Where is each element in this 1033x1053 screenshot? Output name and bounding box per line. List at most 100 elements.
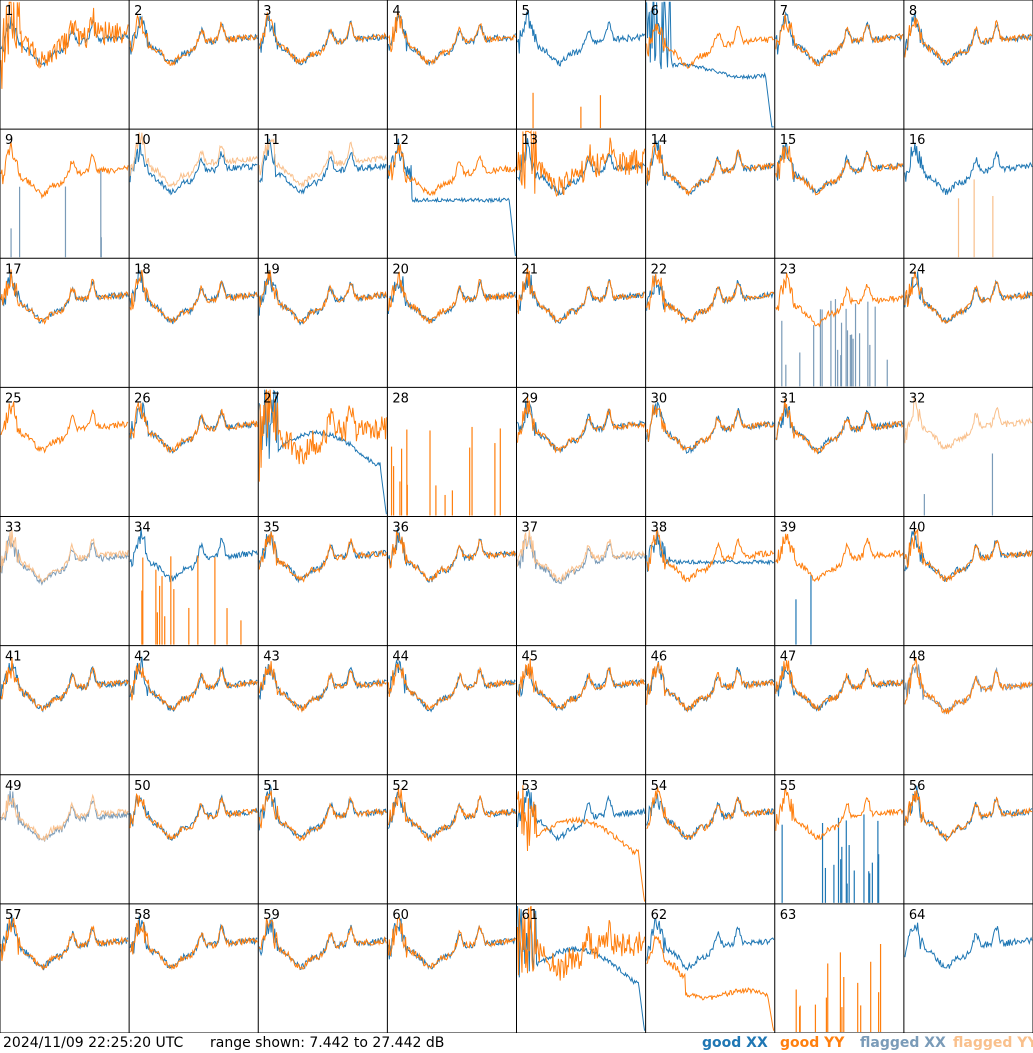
series-good-yy — [388, 531, 516, 582]
series-good-yy — [517, 785, 646, 902]
antenna-panel-5: 5 — [517, 4, 646, 129]
antenna-panel-6: 6 — [646, 1, 774, 128]
antenna-panel-42: 42 — [129, 650, 258, 713]
antenna-panel-30: 30 — [646, 391, 775, 455]
panel-label-13: 13 — [522, 133, 539, 148]
panel-label-52: 52 — [392, 779, 409, 794]
panel-label-20: 20 — [392, 262, 409, 277]
antenna-panel-26: 26 — [129, 391, 258, 454]
series-good-xx — [258, 138, 387, 195]
series-good-yy — [387, 11, 516, 66]
series-flagged-xx — [0, 790, 129, 842]
panel-label-44: 44 — [392, 650, 409, 665]
panel-label-34: 34 — [134, 521, 151, 536]
series-good-yy — [387, 271, 516, 324]
antenna-panel-46: 46 — [646, 650, 775, 713]
series-good-xx — [129, 527, 258, 583]
panel-label-17: 17 — [5, 262, 22, 277]
antenna-panel-11: 11 — [258, 133, 387, 195]
series-good-xx — [129, 794, 258, 841]
panel-label-59: 59 — [263, 908, 280, 923]
series-good-yy — [517, 266, 645, 324]
legend-good-xx: good XX — [702, 1035, 768, 1051]
antenna-panel-4: 4 — [387, 4, 516, 67]
series-good-yy — [129, 269, 258, 324]
legend-flagged-yy: flagged YY — [953, 1035, 1033, 1051]
panel-label-40: 40 — [909, 521, 926, 536]
series-good-xx — [258, 12, 387, 66]
panel-label-50: 50 — [134, 779, 151, 794]
antenna-panel-60: 60 — [387, 908, 516, 970]
series-good-yy — [0, 917, 129, 971]
antenna-panel-45: 45 — [517, 650, 646, 712]
antenna-panel-36: 36 — [387, 521, 516, 583]
series-good-yy — [775, 145, 904, 196]
panel-label-29: 29 — [522, 391, 539, 406]
series-good-xx — [775, 142, 904, 194]
series-flagged-yy — [0, 529, 129, 583]
panel-label-62: 62 — [651, 908, 668, 923]
panel-label-14: 14 — [651, 133, 668, 148]
panel-label-6: 6 — [651, 4, 659, 19]
series-good-xx — [775, 11, 904, 68]
antenna-panel-40: 40 — [904, 521, 1033, 583]
panel-label-51: 51 — [263, 779, 280, 794]
series-good-yy — [129, 402, 258, 454]
series-good-xx — [0, 663, 129, 713]
series-good-yy — [0, 401, 129, 454]
panel-label-64: 64 — [909, 908, 926, 923]
panel-label-25: 25 — [5, 391, 22, 406]
panel-label-42: 42 — [134, 650, 151, 665]
series-good-yy — [904, 17, 1033, 66]
series-good-yy — [646, 273, 775, 325]
series-good-xx — [129, 270, 258, 325]
series-good-yy — [904, 528, 1033, 583]
panel-label-56: 56 — [909, 779, 926, 794]
antenna-panel-38: 38 — [646, 521, 775, 583]
antenna-panel-1: 1 — [0, 1, 129, 89]
antenna-panel-56: 56 — [904, 779, 1033, 842]
series-good-xx — [904, 922, 1033, 969]
series-good-yy — [387, 787, 516, 843]
series-good-yy — [258, 270, 387, 325]
panel-label-24: 24 — [909, 262, 926, 277]
series-good-yy — [517, 658, 645, 710]
series-good-xx — [646, 918, 775, 972]
panel-label-57: 57 — [5, 908, 22, 923]
series-good-xx — [517, 10, 646, 67]
antenna-panel-20: 20 — [387, 262, 516, 324]
panel-label-35: 35 — [263, 521, 280, 536]
panel-label-7: 7 — [780, 4, 788, 19]
series-good-xx — [129, 915, 258, 969]
antenna-panel-9: 9 — [0, 133, 129, 258]
antenna-panel-54: 54 — [646, 779, 775, 841]
series-good-yy — [646, 786, 775, 840]
series-flagged-yy — [0, 793, 129, 842]
series-good-yy — [129, 792, 258, 840]
panel-label-54: 54 — [651, 779, 668, 794]
series-flagged-yy — [129, 132, 258, 188]
series-flagged-xx — [0, 535, 129, 586]
series-flagged-yy — [517, 530, 646, 583]
series-good-xx — [387, 138, 516, 257]
series-good-yy — [775, 660, 904, 712]
panel-label-26: 26 — [134, 391, 151, 406]
series-good-yy — [775, 14, 904, 67]
antenna-panel-55: 55 — [775, 779, 904, 903]
antenna-panel-14: 14 — [646, 133, 775, 197]
panel-label-60: 60 — [392, 908, 409, 923]
antenna-panel-34: 34 — [129, 521, 258, 645]
panel-label-46: 46 — [651, 650, 668, 665]
series-good-yy — [258, 917, 387, 971]
series-good-xx — [129, 402, 258, 454]
panel-label-36: 36 — [392, 521, 409, 536]
series-good-xx — [258, 664, 387, 712]
series-good-xx — [517, 788, 646, 842]
antenna-panel-35: 35 — [258, 521, 387, 584]
antenna-panel-8: 8 — [904, 4, 1033, 67]
panel-label-12: 12 — [392, 133, 409, 148]
series-good-xx — [258, 918, 387, 971]
footer: 2024/11/09 22:25:20 UTC range shown: 7.4… — [0, 1033, 1033, 1053]
antenna-panel-18: 18 — [129, 262, 258, 325]
antenna-panel-39: 39 — [775, 521, 904, 645]
